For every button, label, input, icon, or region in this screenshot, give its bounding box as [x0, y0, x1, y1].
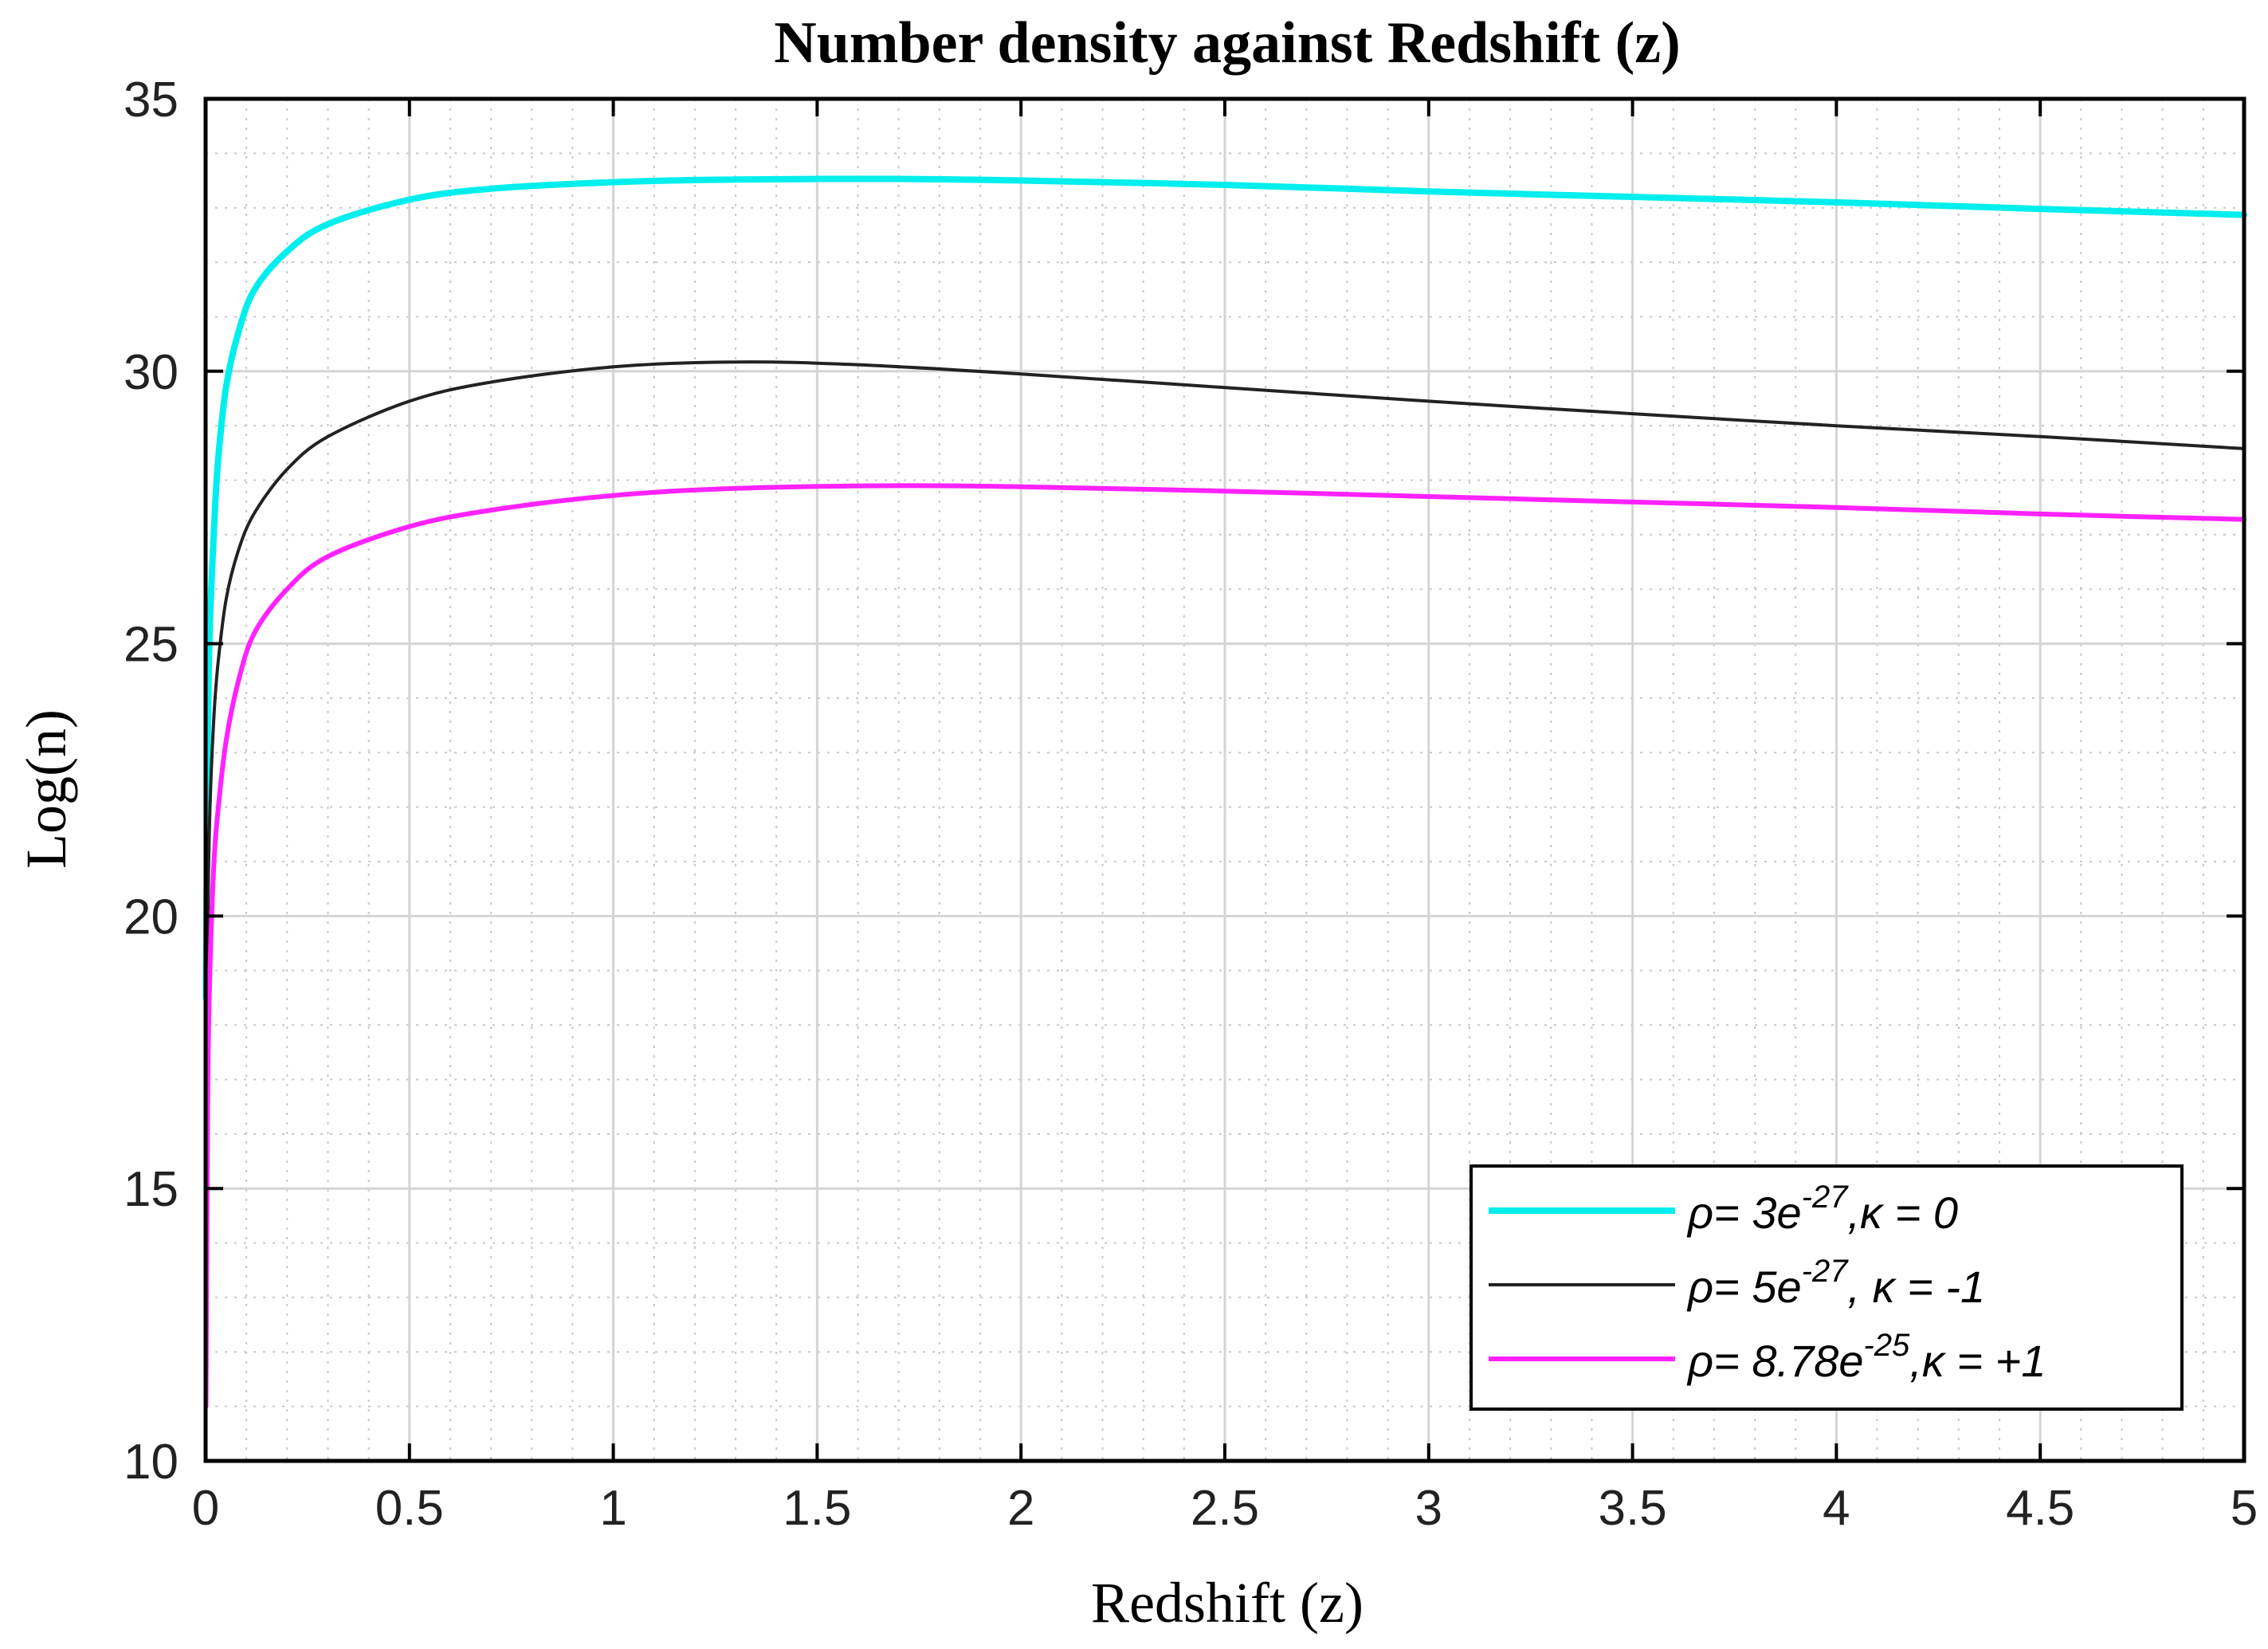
x-tick-label: 0 — [192, 1481, 219, 1536]
y-tick-label: 35 — [124, 73, 179, 128]
y-tick-label: 30 — [124, 345, 179, 400]
legend-label-1: ρ= 3e-27,κ = 0 — [1686, 1180, 1958, 1238]
y-tick-label: 25 — [124, 618, 179, 673]
x-axis-label: Redshift (z) — [1091, 1571, 1364, 1635]
x-tick-label: 3.5 — [1598, 1481, 1666, 1536]
series-layer — [202, 175, 2247, 1409]
y-tick-label: 15 — [124, 1162, 179, 1217]
x-tick-label: 5 — [2231, 1481, 2258, 1536]
x-tick-labels: 0 0.5 1 1.5 2 2.5 3 3.5 4 4.5 5 — [192, 1481, 2258, 1536]
x-tick-label: 4.5 — [2006, 1481, 2074, 1536]
y-tick-label: 20 — [124, 889, 179, 944]
y-axis-label: Log(n) — [14, 709, 78, 869]
series-line-3 — [203, 483, 2246, 1409]
y-tick-label: 10 — [124, 1435, 179, 1490]
x-tick-label: 1 — [599, 1481, 626, 1536]
x-tick-label: 2.5 — [1191, 1481, 1259, 1536]
legend-label-2: ρ= 5e-27, κ = -1 — [1686, 1254, 1985, 1312]
legend-box — [1469, 1164, 2184, 1411]
series-line-2 — [204, 360, 2246, 1218]
ticks-layer — [204, 97, 2246, 1463]
x-tick-label: 1.5 — [783, 1481, 851, 1536]
x-tick-label: 0.5 — [375, 1481, 444, 1536]
x-tick-label: 3 — [1415, 1481, 1442, 1536]
y-tick-labels: 10 15 20 25 30 35 — [124, 73, 179, 1490]
legend-label-3: ρ= 8.78e-25,κ = +1 — [1686, 1328, 2046, 1386]
legend: ρ= 3e-27,κ = 0 ρ= 5e-27, κ = -1 ρ= 8.78e-2… — [1469, 1164, 2184, 1411]
chart-title: Number density against Redshift (z) — [774, 10, 1680, 76]
series-line-1 — [202, 175, 2247, 1001]
x-tick-label: 2 — [1007, 1481, 1034, 1536]
x-tick-label: 4 — [1823, 1481, 1850, 1536]
